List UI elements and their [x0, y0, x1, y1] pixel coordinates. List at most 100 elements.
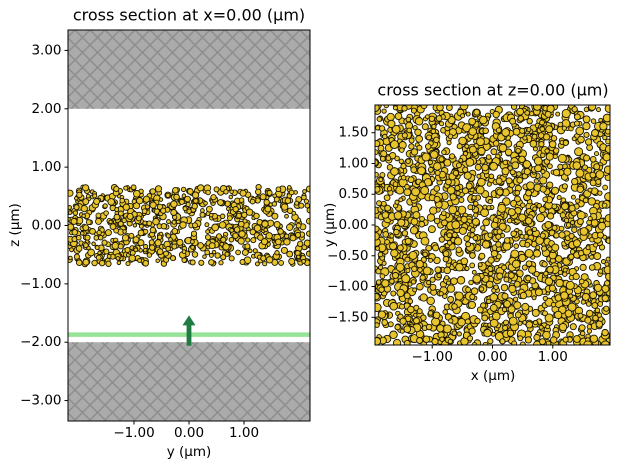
particle [68, 223, 75, 231]
particle [249, 228, 257, 236]
particle [554, 310, 563, 320]
particle [468, 279, 474, 286]
x-tick-label: 1.00 [538, 349, 568, 365]
particle [108, 219, 113, 225]
particle [587, 187, 593, 193]
particle [524, 336, 532, 344]
particle [392, 181, 399, 188]
particle [202, 254, 207, 259]
particle [593, 151, 600, 157]
particle [487, 265, 494, 272]
particle [526, 127, 532, 133]
particle [426, 280, 432, 286]
particle [92, 193, 98, 199]
particle [114, 207, 120, 213]
particle [478, 286, 485, 292]
cross-section-at-z0: −1.00 0.00 1.00 1.50 1.00 0.50 0.00 −0.50 −1.00 −… [327, 104, 611, 365]
particle [460, 113, 466, 119]
particle [573, 335, 581, 343]
particle [448, 318, 454, 324]
particle [435, 115, 443, 122]
particle [113, 213, 121, 221]
particle [471, 195, 477, 201]
particle [561, 202, 569, 211]
particle [407, 176, 415, 184]
particle [141, 208, 148, 215]
particle [385, 155, 392, 162]
particle [483, 328, 492, 338]
particle [472, 274, 482, 284]
particle [476, 137, 485, 147]
particle [165, 245, 171, 252]
particle [534, 288, 543, 297]
particle [555, 278, 564, 288]
particle [596, 312, 603, 318]
particle [95, 254, 102, 261]
particle [567, 302, 577, 312]
particle [421, 123, 429, 131]
particle [253, 224, 262, 232]
particle [586, 309, 594, 318]
particle [459, 105, 469, 111]
particle [469, 227, 476, 233]
particle [465, 182, 473, 190]
particle [405, 267, 411, 274]
particle [585, 301, 592, 307]
particle [75, 245, 83, 252]
particle [148, 239, 155, 246]
particle [516, 176, 524, 184]
particle [586, 144, 594, 152]
particle [603, 165, 610, 175]
particle [551, 243, 560, 252]
particle [508, 316, 518, 326]
particle [583, 154, 591, 162]
particle [210, 194, 217, 201]
particle [510, 249, 520, 259]
particle [433, 162, 442, 171]
particle [74, 196, 79, 201]
particle [431, 123, 437, 130]
particle [470, 287, 479, 295]
particle [553, 147, 560, 154]
particle [513, 243, 520, 249]
particle [585, 245, 591, 251]
particle [274, 250, 280, 256]
particle [264, 205, 272, 213]
particle [533, 270, 540, 278]
particle [237, 237, 245, 245]
particle [412, 211, 421, 220]
particle [445, 178, 452, 186]
particle [404, 237, 412, 245]
particle [400, 163, 407, 170]
particle [379, 273, 386, 280]
particle [440, 210, 447, 217]
right-y-axis-label: y (μm) [322, 202, 338, 248]
particle [451, 330, 458, 337]
particle [457, 317, 466, 327]
particle [429, 283, 437, 291]
particle [149, 201, 157, 209]
particle [242, 218, 248, 224]
particle [394, 324, 401, 331]
particle [412, 125, 418, 131]
particle [154, 239, 162, 247]
particle [525, 260, 533, 268]
particle [427, 310, 434, 316]
particle [557, 121, 564, 128]
particle [531, 133, 538, 140]
particle [575, 168, 585, 178]
particle [512, 127, 521, 136]
particle [562, 139, 569, 146]
particle [539, 176, 548, 185]
particle [589, 171, 597, 179]
particle [401, 132, 408, 139]
particle [393, 211, 403, 220]
particle [228, 255, 235, 262]
particle [273, 196, 280, 203]
particle [584, 316, 592, 324]
particle [419, 293, 428, 302]
particle [543, 270, 549, 277]
particle [208, 212, 214, 218]
left-x-axis-label: y (μm) [166, 444, 212, 460]
particle [218, 260, 224, 266]
